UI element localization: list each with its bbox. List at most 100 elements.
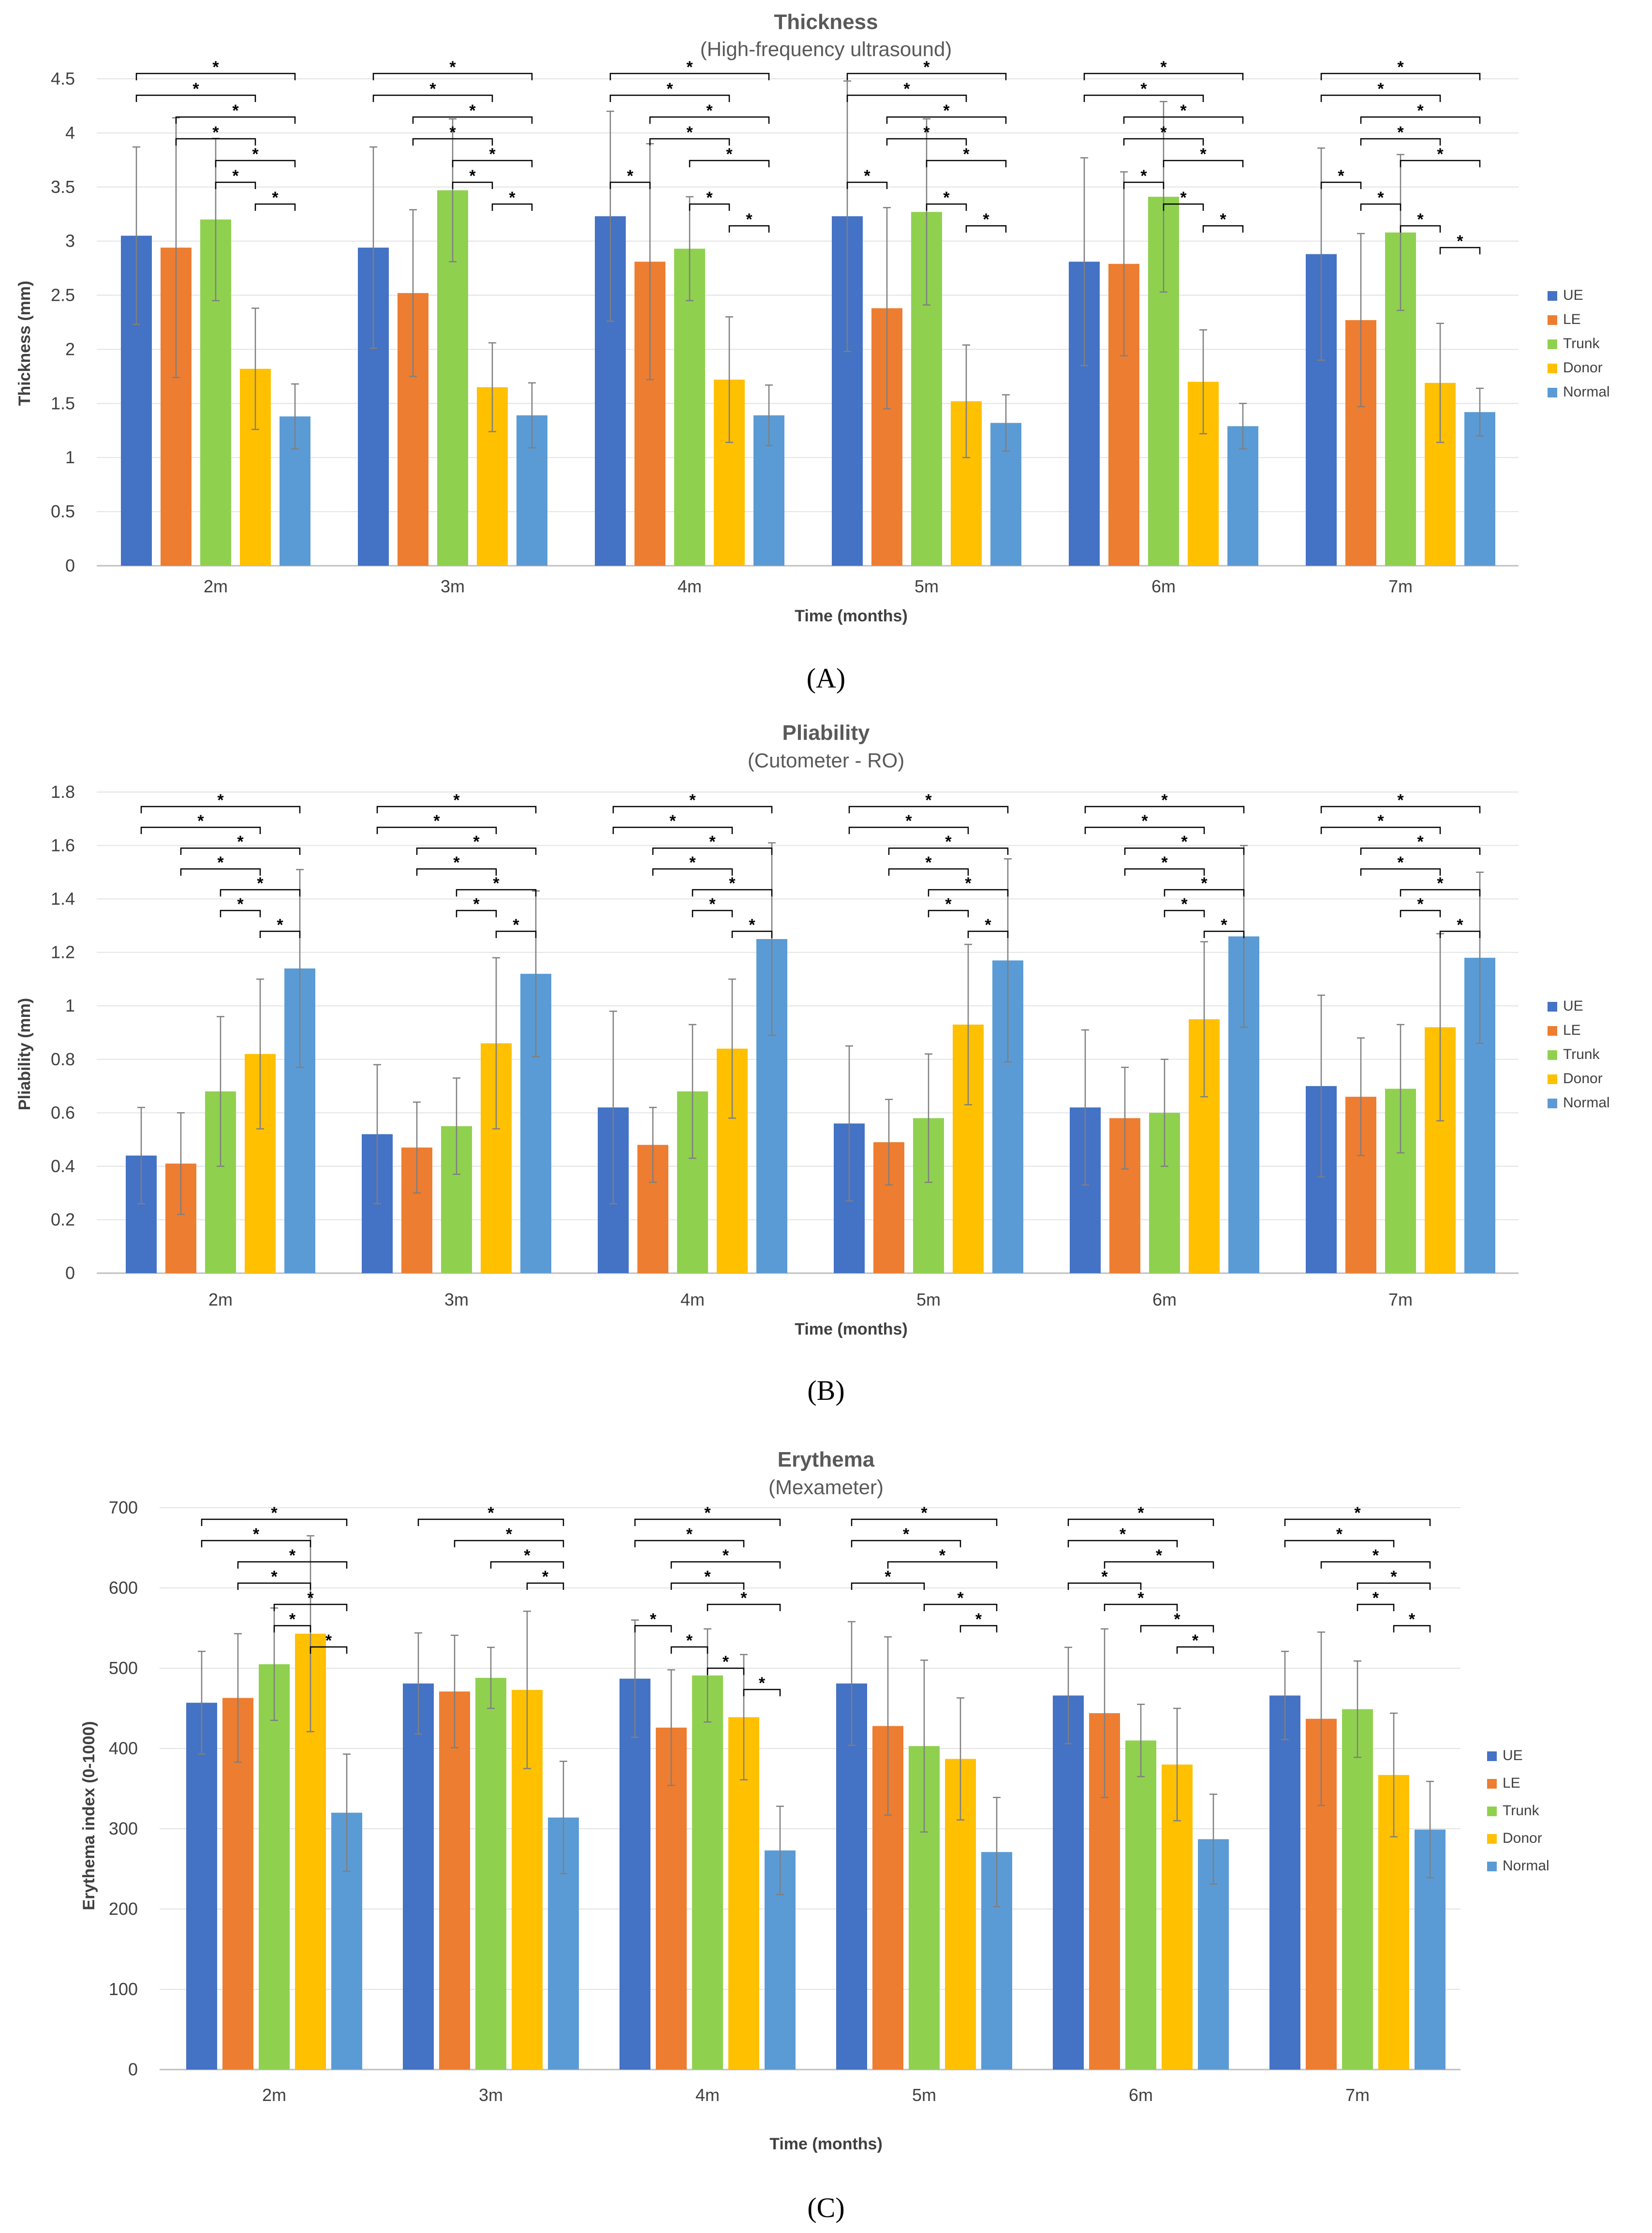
- significance-bracket: [215, 160, 296, 167]
- significance-star: *: [449, 58, 456, 76]
- significance-star: *: [1160, 123, 1167, 142]
- significance-bracket: [689, 160, 770, 167]
- bar-trunk-6m: [1125, 1740, 1156, 2070]
- significance-bracket: [526, 1582, 564, 1590]
- significance-star: *: [627, 167, 634, 185]
- significance-bracket: [376, 826, 497, 834]
- significance-star: *: [923, 123, 930, 142]
- significance-bracket: [846, 73, 1007, 80]
- legend-label-donor: Donor: [1563, 360, 1603, 376]
- significance-bracket: [416, 847, 537, 855]
- legend-label-le: LE: [1503, 1775, 1520, 1791]
- significance-bracket: [888, 847, 1009, 855]
- significance-star: *: [1457, 916, 1463, 934]
- significance-star: *: [272, 189, 279, 207]
- significance-star: *: [709, 833, 716, 851]
- legend-swatch-le: [1487, 1779, 1497, 1789]
- x-tick-label: 6m: [1129, 2085, 1153, 2105]
- significance-bracket: [1360, 138, 1441, 146]
- significance-bracket: [612, 806, 773, 813]
- significance-bracket: [923, 1603, 998, 1611]
- legend-label-trunk: Trunk: [1503, 1803, 1540, 1819]
- significance-bracket: [412, 116, 533, 124]
- significance-bracket: [926, 203, 967, 211]
- significance-bracket: [372, 73, 533, 80]
- significance-bracket: [1164, 910, 1205, 917]
- legend-label-le: LE: [1563, 311, 1581, 327]
- significance-bracket: [609, 94, 730, 102]
- significance-star: *: [217, 791, 224, 809]
- significance-bracket: [1164, 889, 1245, 896]
- legend-swatch-donor: [1548, 364, 1557, 373]
- significance-bracket: [237, 1561, 348, 1569]
- significance-star: *: [289, 1610, 296, 1629]
- y-tick-label: 0: [128, 2059, 138, 2079]
- significance-bracket: [1284, 1540, 1395, 1547]
- significance-star: *: [1409, 1610, 1416, 1629]
- significance-bracket: [1163, 203, 1204, 211]
- significance-star: *: [253, 1525, 260, 1543]
- significance-star: *: [524, 1546, 531, 1565]
- significance-bracket: [846, 94, 967, 102]
- significance-bracket: [215, 181, 256, 189]
- chart-title: Pliability: [782, 721, 870, 745]
- legend-swatch-donor: [1548, 1074, 1557, 1084]
- significance-star: *: [473, 833, 480, 851]
- significance-star: *: [1180, 102, 1187, 120]
- legend-label-trunk: Trunk: [1563, 1046, 1600, 1062]
- significance-star: *: [489, 145, 496, 163]
- significance-bracket: [689, 203, 730, 211]
- y-tick-label: 600: [109, 1578, 138, 1598]
- significance-bracket: [1124, 847, 1245, 855]
- significance-star: *: [905, 812, 912, 830]
- significance-bracket: [254, 203, 296, 211]
- significance-bracket: [310, 1646, 348, 1654]
- significance-star: *: [277, 916, 283, 934]
- x-axis-label: Time (months): [795, 607, 908, 625]
- significance-star: *: [1377, 189, 1384, 207]
- significance-bracket: [259, 930, 301, 938]
- significance-bracket: [452, 160, 533, 167]
- chart-title: Erythema: [778, 1448, 875, 1471]
- significance-star: *: [963, 145, 970, 163]
- bar-ue-4m: [620, 1678, 650, 2070]
- significance-star: *: [985, 916, 991, 934]
- significance-star: *: [513, 916, 519, 934]
- significance-bracket: [1357, 1582, 1431, 1590]
- bar-trunk-7m: [1342, 1709, 1373, 2070]
- significance-bracket: [1439, 247, 1481, 254]
- significance-star: *: [957, 1589, 964, 1607]
- significance-star: *: [983, 210, 989, 229]
- significance-star: *: [686, 58, 693, 76]
- significance-bracket: [180, 847, 301, 855]
- x-tick-label: 7m: [1388, 576, 1413, 596]
- significance-bracket: [1393, 1625, 1431, 1632]
- bars: [126, 842, 1495, 1273]
- y-tick-label: 3: [65, 231, 75, 251]
- bar-trunk-4m: [692, 1675, 723, 2070]
- significance-bracket: [928, 889, 1009, 896]
- y-axis-label: Thickness (mm): [15, 281, 34, 406]
- significance-bracket: [707, 1667, 745, 1675]
- x-axis-ticks: 2m 3m 4m 5m 6m 7m: [262, 2085, 1370, 2105]
- significance-bracket: [273, 1603, 348, 1611]
- y-tick-label: 200: [109, 1899, 138, 1919]
- y-axis-ticks: 0 100 200 300 400 500 600 700: [109, 1498, 138, 2079]
- significance-bracket: [848, 826, 969, 834]
- legend-swatch-normal: [1487, 1862, 1497, 1871]
- significance-star: *: [666, 80, 673, 98]
- significance-star: *: [945, 895, 952, 913]
- significance-star: *: [506, 1525, 513, 1543]
- significance-bracket: [1084, 826, 1205, 834]
- significance-star: *: [232, 102, 239, 120]
- significance-brackets: * * * * * * * * * * * * * * * * * * * * * * * * * * * * * * * * * * * * * * *: [201, 1504, 1431, 1696]
- significance-bracket: [273, 1625, 311, 1632]
- significance-bracket: [967, 930, 1009, 938]
- significance-star: *: [965, 874, 972, 893]
- y-tick-label: 1.8: [51, 782, 75, 802]
- bar-trunk-4m: [674, 249, 705, 566]
- significance-star: *: [1372, 1546, 1379, 1565]
- significance-bracket: [959, 1625, 998, 1632]
- significance-star: *: [686, 1525, 693, 1543]
- significance-bracket: [1400, 225, 1441, 233]
